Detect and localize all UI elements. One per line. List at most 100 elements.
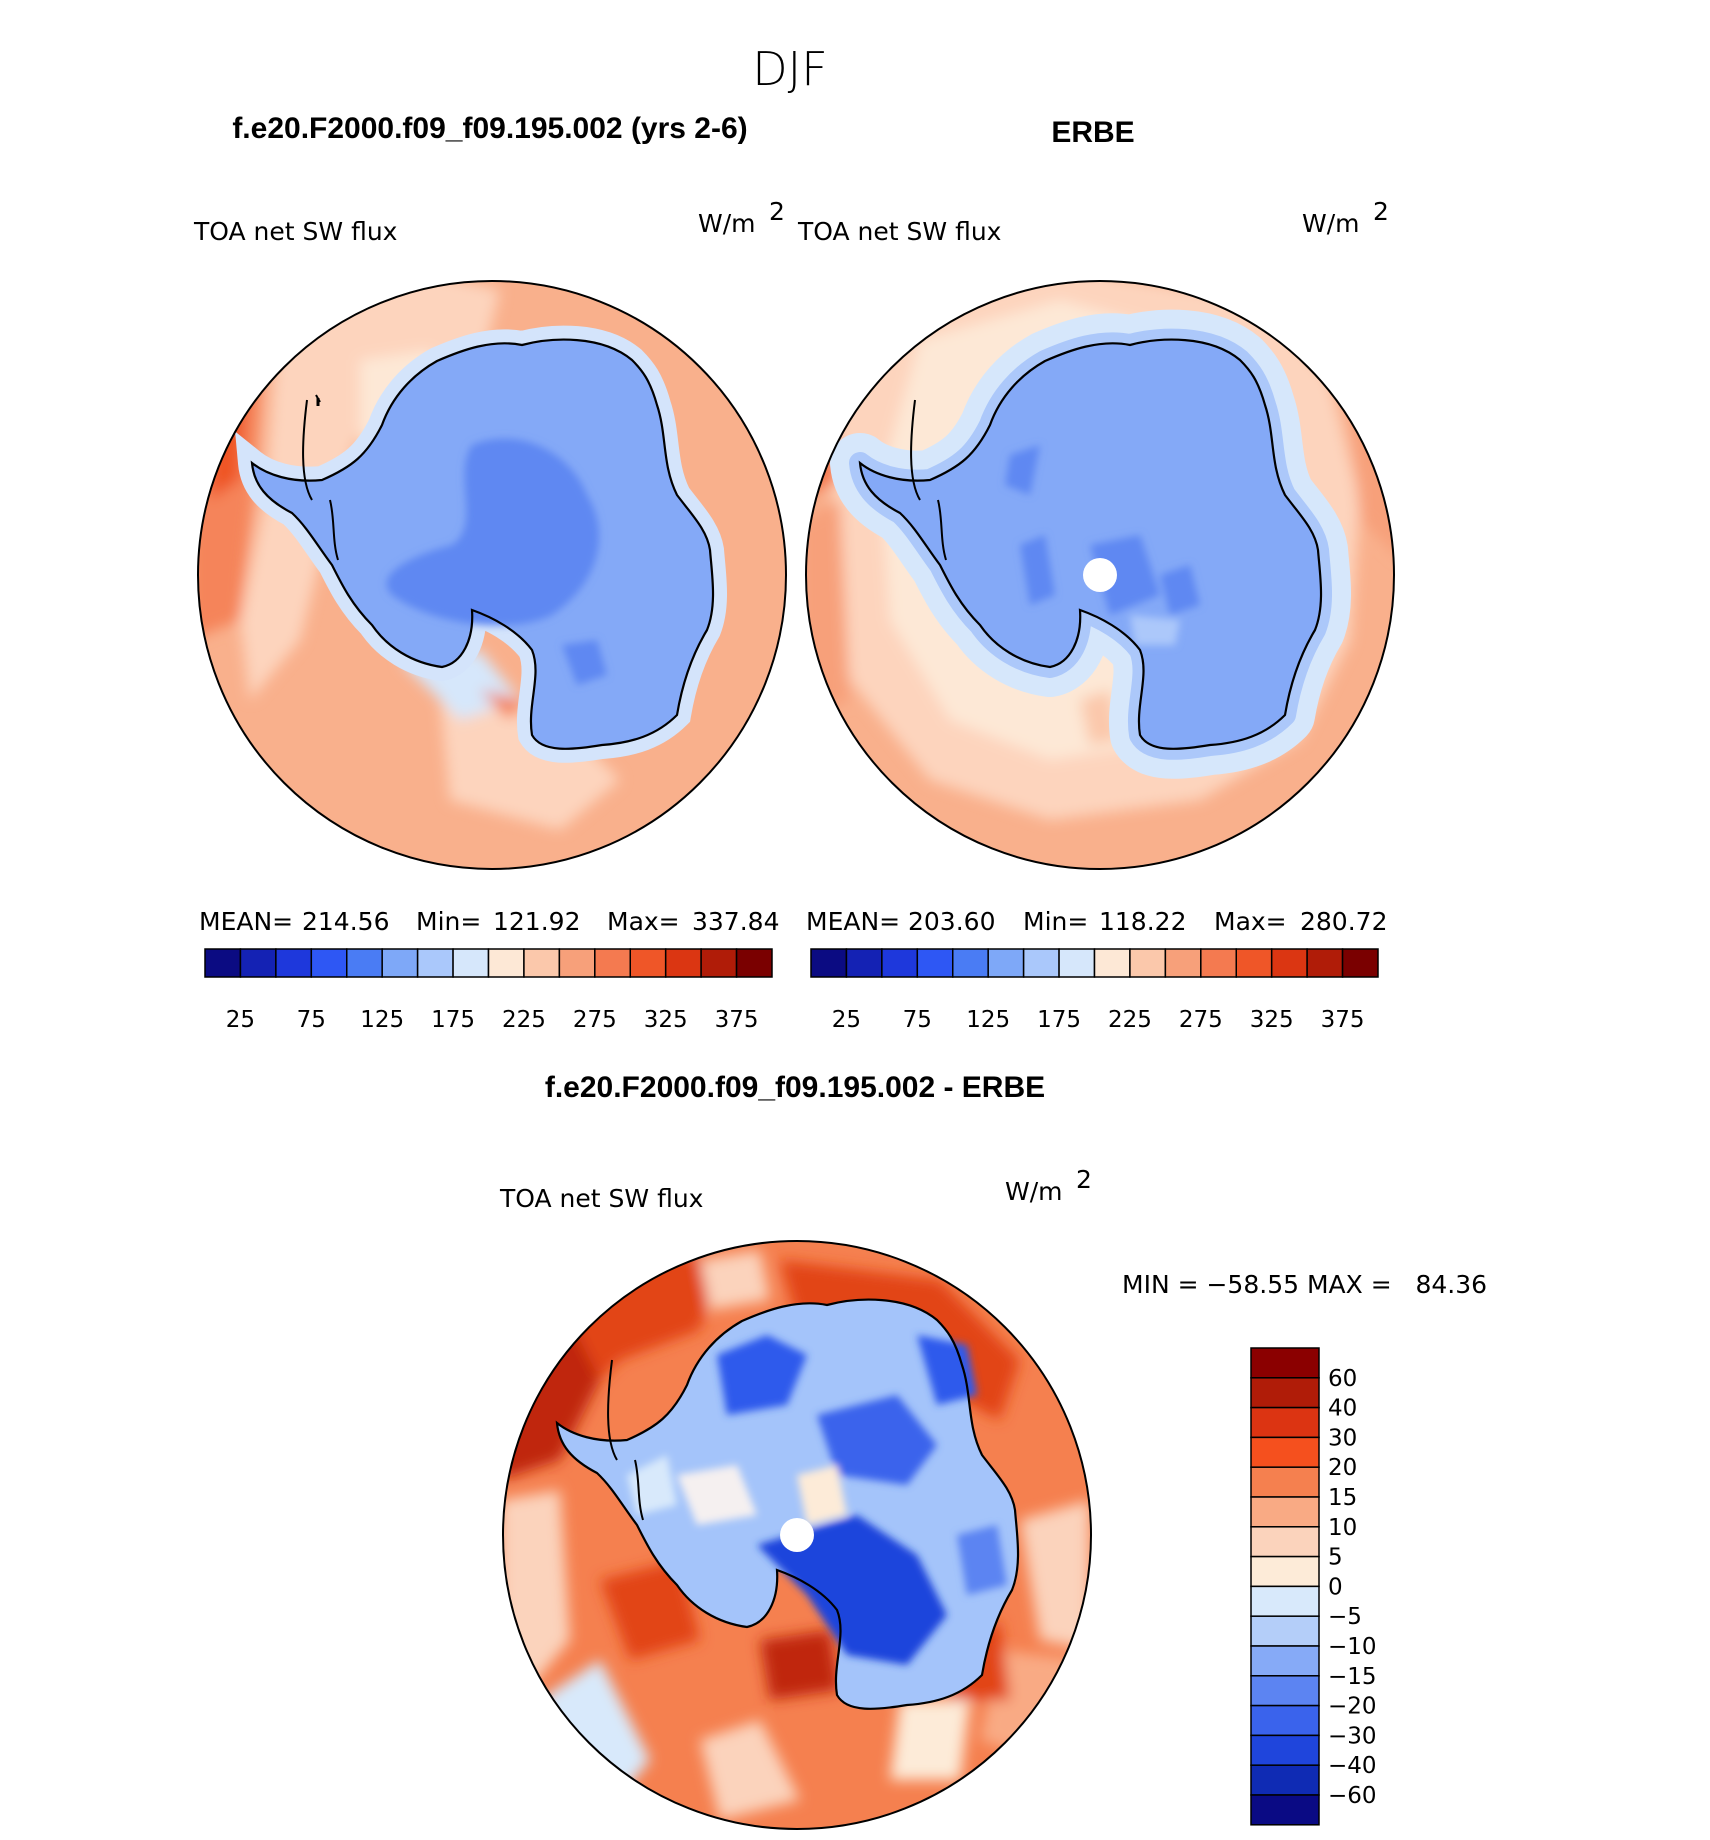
obs-units-exponent: 2	[1373, 197, 1389, 226]
obs-colorbar-swatch-4	[952, 948, 989, 978]
season-title: DJF	[752, 42, 827, 96]
model-stats: MEAN= 214.56 Min= 121.92 Max= 337.84	[199, 907, 779, 936]
diff-colorbar-swatch-8	[1250, 1585, 1320, 1617]
model-colorbar-tick-label: 75	[297, 1007, 326, 1033]
diff-colorbar-tick-label: 60	[1328, 1366, 1357, 1392]
obs-pole-gap	[1083, 558, 1117, 592]
model-colorbar-swatch-4	[346, 948, 383, 978]
obs-colorbar-swatch-15	[1341, 948, 1379, 978]
diff-colorbar-swatch-2	[1250, 1406, 1320, 1439]
model-max-value: 337.84	[692, 907, 779, 936]
obs-units-label: W/m 2	[1302, 197, 1389, 238]
model-colorbar-tick-label: 275	[573, 1007, 617, 1033]
obs-variable-label: TOA net SW flux	[797, 217, 1001, 246]
model-colorbar-swatch-3	[310, 948, 348, 978]
obs-units-text: W/m	[1302, 209, 1360, 238]
diff-colorbar-swatch-9	[1250, 1615, 1320, 1647]
obs-colorbar-tick-label: 225	[1108, 1007, 1152, 1033]
diff-colorbar-tick-label: 0	[1328, 1574, 1343, 1600]
obs-stats: MEAN= 203.60 Min= 118.22 Max= 280.72	[806, 907, 1387, 936]
diff-colorbar-swatch-4	[1250, 1466, 1320, 1498]
obs-max-value: 280.72	[1300, 907, 1387, 936]
obs-colorbar-tick-label: 75	[903, 1007, 932, 1033]
model-colorbar-tick-label: 225	[502, 1007, 546, 1033]
model-colorbar-swatch-0	[204, 948, 242, 978]
model-colorbar-swatch-8	[487, 948, 525, 978]
obs-colorbar-tick-label: 175	[1037, 1007, 1081, 1033]
diff-pole-gap	[780, 1518, 814, 1552]
obs-map-boundary	[805, 280, 1395, 870]
model-colorbar-swatch-5	[381, 948, 419, 978]
model-colorbar-swatch-2	[275, 948, 313, 978]
diff-colorbar-tick-label: −5	[1328, 1604, 1362, 1630]
diff-colorbar-swatch-0	[1250, 1347, 1320, 1379]
obs-colorbar-tick-label: 375	[1321, 1007, 1365, 1033]
model-colorbar-swatch-6	[416, 948, 454, 978]
obs-panel-title: ERBE	[1051, 116, 1134, 149]
obs-colorbar-swatch-1	[845, 948, 883, 978]
diff-colorbar-tick-label: −15	[1328, 1664, 1377, 1690]
model-panel-title: f.e20.F2000.f09_f09.195.002 (yrs 2-6)	[232, 112, 747, 145]
diff-variable-label: TOA net SW flux	[499, 1184, 703, 1213]
model-colorbar-swatch-12	[629, 948, 667, 978]
model-colorbar-swatch-14	[700, 948, 738, 978]
obs-colorbar: 25 75 125 175 225 275 325 375	[810, 948, 1379, 1033]
obs-mean-label: MEAN=	[806, 907, 900, 936]
difference-panel-title: f.e20.F2000.f09_f09.195.002 - ERBE	[545, 1071, 1045, 1104]
obs-map	[805, 280, 1395, 870]
difference-colorbar: 60 40 30 20 15 10 5 0 −5 −10 −15 −20 −30 −40 −60	[1250, 1347, 1377, 1826]
model-colorbar-tick-label: 375	[715, 1007, 759, 1033]
model-variable-label: TOA net SW flux	[193, 217, 397, 246]
model-colorbar-swatch-10	[558, 948, 596, 978]
model-colorbar-swatch-11	[594, 948, 631, 978]
diff-colorbar-tick-label: 40	[1328, 1396, 1357, 1422]
diff-colorbar-tick-label: 5	[1328, 1545, 1343, 1571]
diff-colorbar-tick-label: −20	[1328, 1694, 1377, 1720]
diff-colorbar-tick-label: −60	[1328, 1783, 1377, 1809]
obs-colorbar-swatch-8	[1093, 948, 1131, 978]
obs-mean-value: 203.60	[908, 907, 995, 936]
diff-colorbar-tick-label: −30	[1328, 1723, 1377, 1749]
diff-map-boundary	[502, 1240, 1092, 1830]
model-mean-label: MEAN=	[199, 907, 293, 936]
diff-colorbar-tick-label: −10	[1328, 1634, 1377, 1660]
model-colorbar: 25 75 125 175 225 275 325 375	[204, 948, 773, 1033]
diff-units-exponent: 2	[1076, 1165, 1092, 1194]
obs-colorbar-swatch-12	[1235, 948, 1273, 978]
diff-colorbar-tick-label: 15	[1328, 1485, 1357, 1511]
obs-colorbar-swatch-3	[916, 948, 954, 978]
diff-colorbar-swatch-5	[1250, 1496, 1320, 1528]
diff-colorbar-swatch-3	[1250, 1436, 1320, 1468]
diff-colorbar-tick-label: −40	[1328, 1753, 1377, 1779]
diff-colorbar-swatch-10	[1250, 1645, 1320, 1677]
model-max-label: Max=	[607, 907, 680, 936]
obs-colorbar-swatch-2	[881, 948, 919, 978]
obs-colorbar-swatch-5	[987, 948, 1025, 978]
diff-colorbar-tick-label: 30	[1328, 1425, 1357, 1451]
diff-colorbar-swatch-15	[1250, 1794, 1320, 1826]
diff-colorbar-swatch-6	[1250, 1526, 1320, 1558]
obs-max-label: Max=	[1214, 907, 1287, 936]
model-units-label: W/m 2	[698, 197, 785, 238]
diff-colorbar-swatch-13	[1250, 1734, 1320, 1766]
model-colorbar-swatch-1	[239, 948, 277, 978]
obs-colorbar-swatch-13	[1270, 948, 1308, 978]
model-min-label: Min=	[416, 907, 481, 936]
obs-colorbar-swatch-9	[1129, 948, 1167, 978]
model-colorbar-tick-label: 125	[360, 1007, 404, 1033]
diff-colorbar-tick-label: 20	[1328, 1455, 1357, 1481]
model-colorbar-swatch-9	[523, 948, 561, 978]
model-map-boundary	[197, 280, 787, 870]
diff-colorbar-swatch-14	[1250, 1764, 1320, 1796]
diff-units-text: W/m	[1005, 1177, 1063, 1206]
diff-minmax-label: MIN = −58.55 MAX = 84.36	[1122, 1270, 1487, 1299]
diff-units-label: W/m 2	[1005, 1165, 1092, 1206]
diff-colorbar-swatch-11	[1250, 1675, 1320, 1707]
obs-colorbar-tick-label: 125	[966, 1007, 1010, 1033]
obs-colorbar-tick-label: 325	[1250, 1007, 1294, 1033]
obs-colorbar-swatch-11	[1200, 948, 1237, 978]
model-colorbar-tick-label: 325	[644, 1007, 688, 1033]
model-colorbar-swatch-13	[664, 948, 702, 978]
model-units-text: W/m	[698, 209, 756, 238]
